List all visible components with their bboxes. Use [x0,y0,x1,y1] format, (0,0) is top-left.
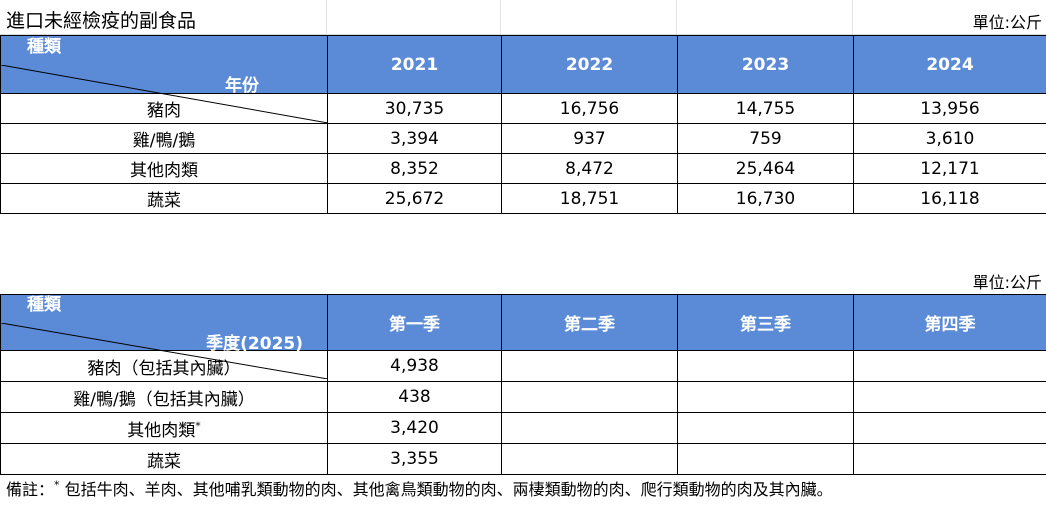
footnote: 備註：* 包括牛肉、羊肉、其他哺乳類動物的肉、其他禽鳥類動物的肉、兩棲類動物的肉… [6,476,833,500]
row-label-text: 其他肉類 [127,420,196,441]
table-cell: 30,735 [327,93,502,124]
unit-label: 單位:公斤 [972,13,1042,32]
table-row: 蔬菜 3,355 [0,443,1046,475]
corner-right-label: 季度(2025) [206,333,303,354]
table-cell [853,350,1046,382]
corner-left-label: 種類 [27,36,61,57]
table-cell [853,412,1046,444]
table-cell: 16,756 [501,93,678,124]
table-cell [677,443,854,475]
row-label: 雞/鴨/鵝 [0,123,328,154]
table-cell: 8,352 [327,153,502,184]
grid-line [500,0,501,34]
table-cell: 25,464 [677,153,854,184]
table-cell [853,381,1046,413]
header-row: 季度(2025) 種類 第一季 第二季 第三季 第四季 [0,294,1046,379]
title-row: 進口未經檢疫的副食品 單位:公斤 [0,0,1046,35]
table-cell: 759 [677,123,854,154]
footnote-mark: * [54,478,60,492]
row-label: 雞/鴨/鵝（包括其內臟） [0,381,328,413]
table-cell: 3,394 [327,123,502,154]
table-cell: 14,755 [677,93,854,124]
table-cell [501,412,678,444]
grid-line [852,0,853,34]
table-row: 豬肉 30,735 16,756 14,755 13,956 [0,93,1046,124]
corner-right-label: 年份 [225,75,259,96]
table-cell: 3,355 [327,443,502,475]
column-header: 第三季 [677,294,854,351]
table-cell: 18,751 [501,183,678,214]
table-cell: 3,610 [853,123,1046,154]
footnote-mark: * [195,418,201,432]
table-cell: 16,118 [853,183,1046,214]
table-cell: 937 [501,123,678,154]
table-cell [677,350,854,382]
table-cell [677,381,854,413]
page-title: 進口未經檢疫的副食品 [6,10,197,32]
table-cell: 25,672 [327,183,502,214]
unit-row: 單位:公斤 [0,262,1046,294]
grid-line [326,0,327,34]
table-row: 雞/鴨/鵝 3,394 937 759 3,610 [0,123,1046,154]
table-cell [677,412,854,444]
diagonal-line [1,64,328,123]
quarterly-table: 季度(2025) 種類 第一季 第二季 第三季 第四季 豬肉（包括其內臟） 4,… [0,294,1046,475]
column-header: 2022 [501,35,678,94]
table-row: 其他肉類 8,352 8,472 25,464 12,171 [0,153,1046,184]
table-cell [501,381,678,413]
corner-left-label: 種類 [27,294,61,315]
table-cell: 16,730 [677,183,854,214]
table-cell [501,443,678,475]
row-label: 蔬菜 [0,183,328,214]
table-row: 雞/鴨/鵝（包括其內臟） 438 [0,381,1046,413]
table-cell: 8,472 [501,153,678,184]
column-header: 2024 [853,35,1046,94]
column-header: 第一季 [327,294,502,351]
table-cell: 13,956 [853,93,1046,124]
corner-header: 季度(2025) 種類 [0,294,328,379]
yearly-table: 年份 種類 2021 2022 2023 2024 豬肉 30,735 16,7… [0,35,1046,214]
row-label: 蔬菜 [0,443,328,475]
footnote-text: 包括牛肉、羊肉、其他哺乳類動物的肉、其他禽鳥類動物的肉、兩棲類動物的肉、爬行類動… [64,480,833,499]
diagonal-line [1,322,328,379]
column-header: 第二季 [501,294,678,351]
table-cell: 4,938 [327,350,502,382]
table-cell: 438 [327,381,502,413]
table-row: 其他肉類* 3,420 [0,412,1046,444]
table-cell [501,350,678,382]
grid-line [676,0,677,34]
column-header: 第四季 [853,294,1046,351]
table-cell [853,443,1046,475]
table-row: 蔬菜 25,672 18,751 16,730 16,118 [0,183,1046,214]
unit-label: 單位:公斤 [972,273,1042,292]
table-cell: 12,171 [853,153,1046,184]
row-label: 豬肉（包括其內臟） [0,350,328,382]
row-label: 其他肉類* [0,412,328,444]
row-label: 豬肉 [0,93,328,124]
header-row: 年份 種類 2021 2022 2023 2024 [0,35,1046,123]
footnote-prefix: 備註： [6,480,55,499]
row-label: 其他肉類 [0,153,328,184]
table-cell: 3,420 [327,412,502,444]
corner-header: 年份 種類 [0,35,328,123]
column-header: 2023 [677,35,854,94]
column-header: 2021 [327,35,502,94]
